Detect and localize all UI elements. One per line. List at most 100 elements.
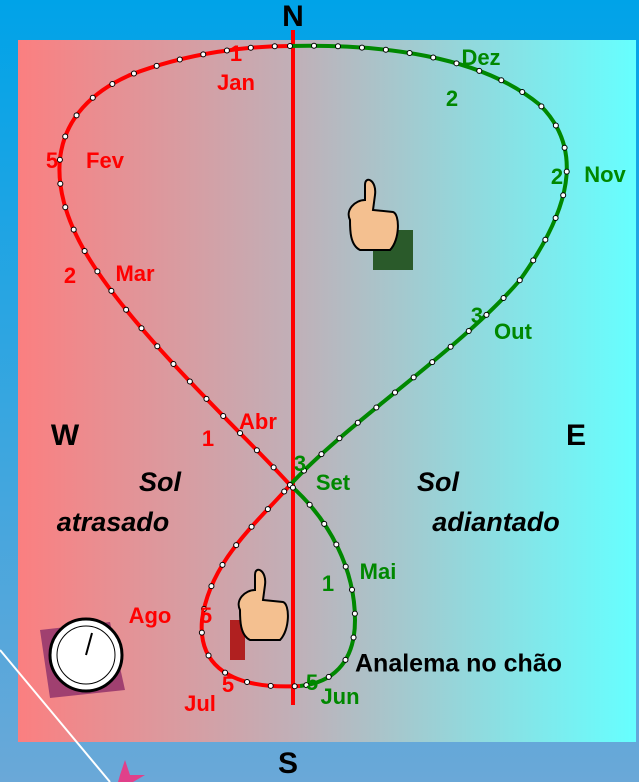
thumb-icon: [230, 568, 289, 660]
date-dot: [289, 484, 296, 491]
date-dot: [447, 343, 454, 350]
date-dot: [358, 44, 365, 51]
date-dot: [109, 80, 116, 87]
date-dot: [552, 215, 559, 222]
date-dot: [430, 54, 437, 61]
date-dot: [62, 133, 69, 140]
date-dot: [500, 294, 507, 301]
date-dot: [498, 77, 505, 84]
date-dot: [244, 678, 251, 685]
month-label: Mar: [115, 261, 155, 286]
north-label: N: [282, 0, 304, 33]
month-label: Abr: [239, 409, 277, 434]
date-dot: [453, 60, 460, 67]
date-dot: [208, 583, 215, 590]
date-dot: [270, 464, 277, 471]
date-dot: [203, 395, 210, 402]
month-label: Set: [316, 470, 351, 495]
date-dot: [516, 277, 523, 284]
date-dot: [247, 44, 254, 51]
south-label: S: [278, 747, 298, 780]
date-dot: [325, 673, 332, 680]
date-dot: [373, 404, 380, 411]
date-dot: [220, 413, 227, 420]
date-dot: [248, 523, 255, 530]
clock-icon: [40, 617, 125, 698]
date-dot: [271, 43, 278, 50]
date-dot: [333, 541, 340, 548]
caption: Analema no chão: [355, 650, 562, 678]
date-dot: [154, 343, 161, 350]
date-dot: [334, 43, 341, 50]
month-label: Dez: [461, 45, 500, 70]
day-label: 3: [294, 451, 306, 476]
day-label: 1: [202, 426, 214, 451]
date-dot: [406, 50, 413, 57]
date-dot: [291, 683, 298, 690]
date-dot: [392, 389, 399, 396]
date-dot: [465, 328, 472, 335]
date-dot: [200, 51, 207, 58]
date-dot: [350, 634, 357, 641]
date-dot: [538, 103, 545, 110]
month-label: Mai: [360, 559, 397, 584]
date-dot: [318, 451, 325, 458]
decor-line: [0, 649, 111, 782]
west-label: W: [51, 419, 80, 452]
date-dot: [253, 447, 260, 454]
date-dot: [205, 652, 212, 659]
date-dot: [70, 226, 77, 233]
east-label: E: [566, 419, 586, 452]
panel: [18, 40, 636, 742]
date-dot: [354, 419, 361, 426]
day-label: 2: [551, 164, 563, 189]
date-dot: [233, 542, 240, 549]
date-dot: [410, 374, 417, 381]
date-dot: [321, 520, 328, 527]
date-dot: [62, 204, 69, 211]
day-label: 1: [230, 41, 242, 66]
date-dot: [219, 561, 226, 568]
date-dot: [130, 70, 137, 77]
date-dot: [267, 682, 274, 689]
date-dot: [200, 605, 207, 612]
month-label: Ago: [129, 603, 172, 628]
decor-star: [118, 760, 145, 782]
date-dot: [351, 610, 358, 617]
date-dot: [186, 378, 193, 385]
month-label: Nov: [584, 162, 626, 187]
day-label: 1: [322, 571, 334, 596]
date-dot: [223, 47, 230, 54]
day-label: 5: [222, 672, 234, 697]
date-dot: [306, 501, 313, 508]
date-dot: [563, 168, 570, 175]
date-dot: [429, 359, 436, 366]
date-dot: [89, 94, 96, 101]
thumb-icon: [347, 178, 413, 270]
date-dot: [519, 89, 526, 96]
date-dot: [57, 180, 64, 187]
date-dot: [310, 42, 317, 49]
month-label: Jul: [184, 691, 216, 716]
date-dot: [237, 430, 244, 437]
day-label: 5: [306, 670, 318, 695]
date-dot: [542, 236, 549, 243]
date-dot: [342, 656, 349, 663]
date-dot: [123, 306, 130, 313]
date-dot: [349, 586, 356, 593]
date-dot: [287, 43, 293, 49]
date-dot: [264, 506, 271, 513]
date-dot: [73, 112, 80, 119]
date-dot: [336, 435, 343, 442]
date-dot: [303, 682, 310, 689]
date-dot: [342, 563, 349, 570]
date-dot: [560, 192, 567, 199]
date-dot: [153, 62, 160, 69]
date-dot: [300, 467, 307, 474]
date-dot: [476, 67, 483, 74]
date-dot: [198, 629, 205, 636]
date-dot: [281, 488, 288, 495]
region-label: Sol: [417, 467, 460, 497]
